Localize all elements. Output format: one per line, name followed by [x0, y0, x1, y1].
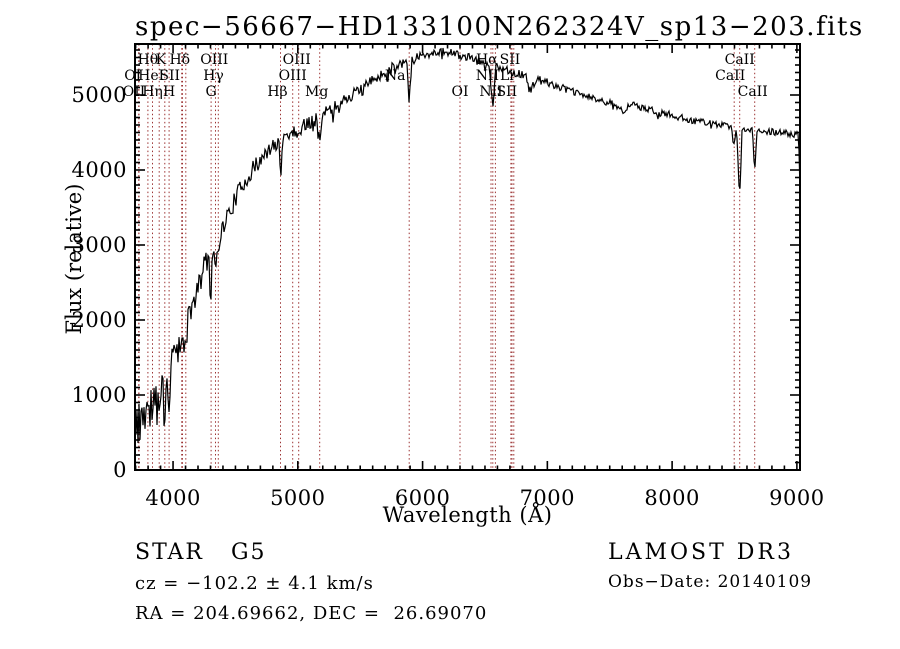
- cz-value: cz = −102.2 ± 4.1 km/s: [135, 573, 374, 594]
- obs-date: Obs−Date: 20140109: [608, 572, 813, 592]
- y-tick-label: 3000: [72, 233, 127, 257]
- spectral-line-label: H: [163, 84, 175, 100]
- spectral-line-label: SII: [500, 52, 521, 68]
- survey-name: LAMOST DR3: [608, 540, 794, 565]
- spectral-line-label: Hβ: [267, 84, 287, 100]
- spectral-line-label: SII: [496, 84, 517, 100]
- spectral-line-label: OIII: [279, 68, 307, 84]
- spectral-line-label: OIII: [200, 52, 228, 68]
- y-tick-label: 5000: [72, 83, 127, 107]
- spectral-line-label: Hθ: [138, 52, 159, 68]
- spectral-line-label: Hη: [142, 84, 163, 100]
- spectral-line-label: NII: [476, 68, 499, 84]
- y-tick-label: 2000: [72, 308, 127, 332]
- spectral-line-label: Hγ: [203, 68, 224, 84]
- y-tick-label: 0: [113, 458, 127, 482]
- spectral-line-label: G: [206, 84, 217, 100]
- spectral-line-label: SII: [159, 68, 180, 84]
- spectral-line-label: HeI: [138, 68, 164, 84]
- spectral-line-label: Hδ: [169, 52, 190, 68]
- x-tick-label: 7000: [520, 486, 575, 510]
- x-axis-label: Wavelength (Å): [382, 503, 553, 527]
- x-tick-label: 6000: [395, 486, 450, 510]
- plot-title: spec−56667−HD133100N262324V_sp13−203.fit…: [135, 12, 864, 42]
- spectral-line-label: CaII: [738, 84, 768, 100]
- y-tick-label: 1000: [72, 383, 127, 407]
- spectral-line-label: OI: [451, 84, 468, 100]
- spectral-line-label: Mg: [305, 84, 328, 100]
- x-tick-label: 5000: [270, 486, 325, 510]
- object-class-label: STAR G5: [135, 540, 267, 565]
- y-tick-label: 4000: [72, 158, 127, 182]
- spectral-line-label: K: [156, 52, 167, 68]
- x-tick-label: 9000: [769, 486, 824, 510]
- ra-dec-value: RA = 204.69662, DEC = 26.69070: [135, 603, 488, 624]
- spectrum-curve: [135, 47, 800, 444]
- x-tick-label: 4000: [145, 486, 200, 510]
- spectral-line-label: CaII: [725, 52, 755, 68]
- x-tick-label: 8000: [644, 486, 699, 510]
- plot-frame: [134, 43, 801, 471]
- spectral-line-label: OIII: [283, 52, 311, 68]
- spectral-line-label: CaII: [715, 68, 745, 84]
